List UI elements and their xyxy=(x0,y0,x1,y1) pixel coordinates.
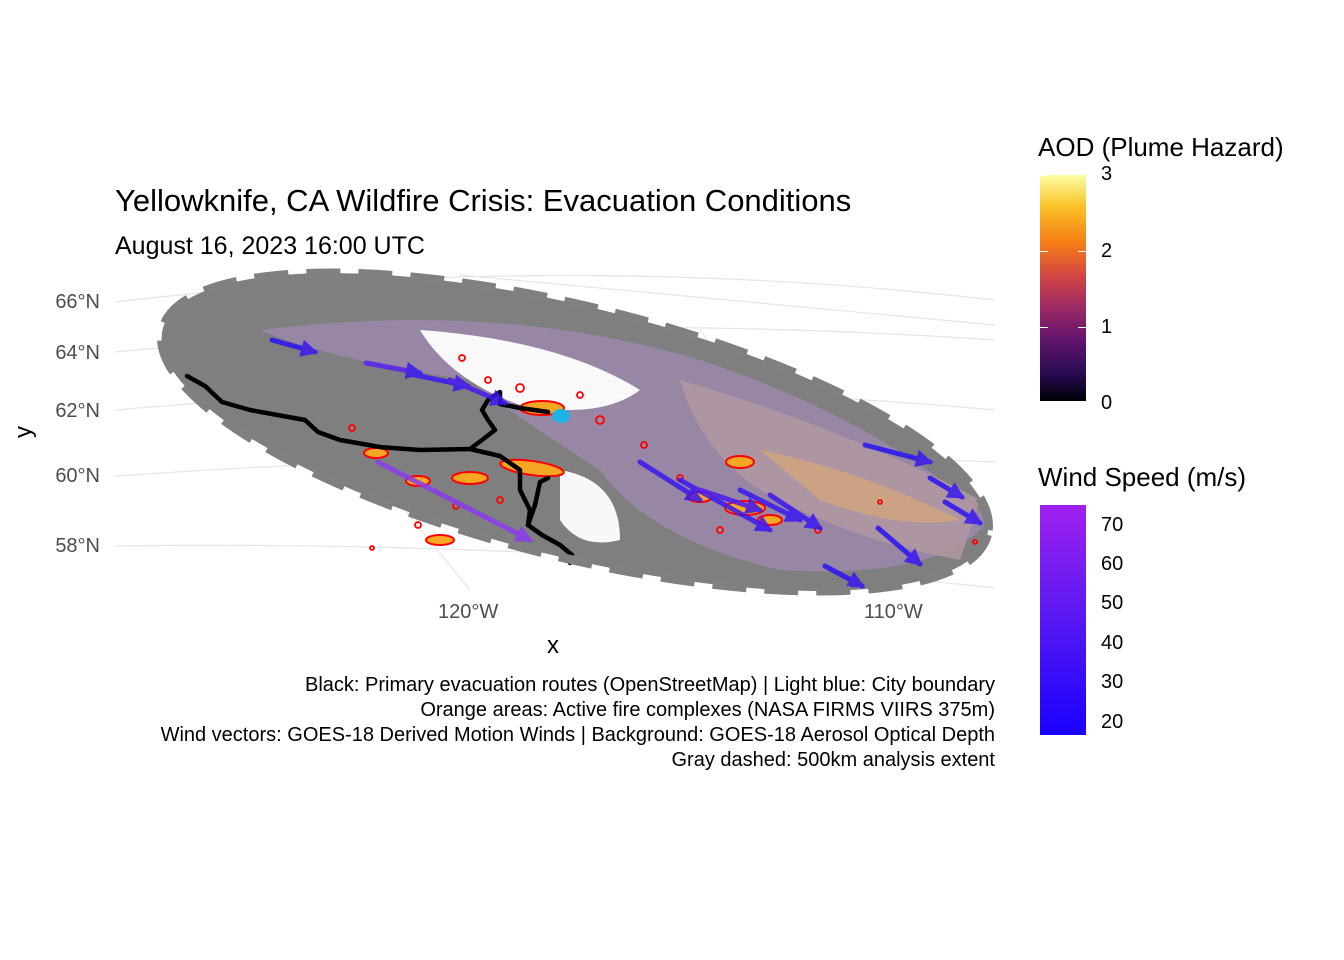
wind-tick-50: 50 xyxy=(1101,592,1123,615)
lat-label-58: 58°N xyxy=(10,535,100,558)
wind-legend-title: Wind Speed (m/s) xyxy=(1038,462,1246,493)
aod-legend-title: AOD (Plume Hazard) xyxy=(1038,132,1284,163)
aod-tick-mark xyxy=(1078,251,1086,252)
city-boundary xyxy=(552,409,570,423)
aod-tick-1: 1 xyxy=(1101,316,1112,339)
caption-line-3: Wind vectors: GOES-18 Derived Motion Win… xyxy=(161,724,995,747)
aod-tick-mark xyxy=(1040,327,1048,328)
lon-label-110w: 110°W xyxy=(864,601,923,624)
fire-complex xyxy=(426,535,454,545)
wind-tick-30: 30 xyxy=(1101,671,1123,694)
wind-tick-70: 70 xyxy=(1101,514,1123,537)
aod-tick-0: 0 xyxy=(1101,392,1112,415)
wind-tick-60: 60 xyxy=(1101,553,1123,576)
aod-tick-2: 2 xyxy=(1101,240,1112,263)
wind-tick-20: 20 xyxy=(1101,711,1123,734)
x-axis-title: x xyxy=(547,632,559,660)
aod-tick-mark xyxy=(1078,327,1086,328)
aod-tick-3: 3 xyxy=(1101,163,1112,186)
caption-line-1: Black: Primary evacuation routes (OpenSt… xyxy=(305,674,995,697)
lat-label-66: 66°N xyxy=(10,291,100,314)
fire-complex xyxy=(452,472,488,484)
wind-colorbar xyxy=(1040,505,1086,735)
aod-colorbar xyxy=(1040,175,1086,401)
lat-label-60: 60°N xyxy=(10,465,100,488)
caption-line-4: Gray dashed: 500km analysis extent xyxy=(671,749,995,772)
fire-complex xyxy=(726,456,754,468)
aod-tick-mark xyxy=(1040,175,1048,176)
lon-label-120w: 120°W xyxy=(438,601,498,624)
fire-spot xyxy=(415,522,421,528)
lat-label-62: 62°N xyxy=(10,400,100,423)
caption-line-2: Orange areas: Active fire complexes (NAS… xyxy=(420,699,995,722)
fire-spot xyxy=(370,546,374,550)
lat-label-64: 64°N xyxy=(10,342,100,365)
aod-tick-mark xyxy=(1040,251,1048,252)
wind-tick-40: 40 xyxy=(1101,632,1123,655)
y-axis-title: y xyxy=(10,426,38,438)
